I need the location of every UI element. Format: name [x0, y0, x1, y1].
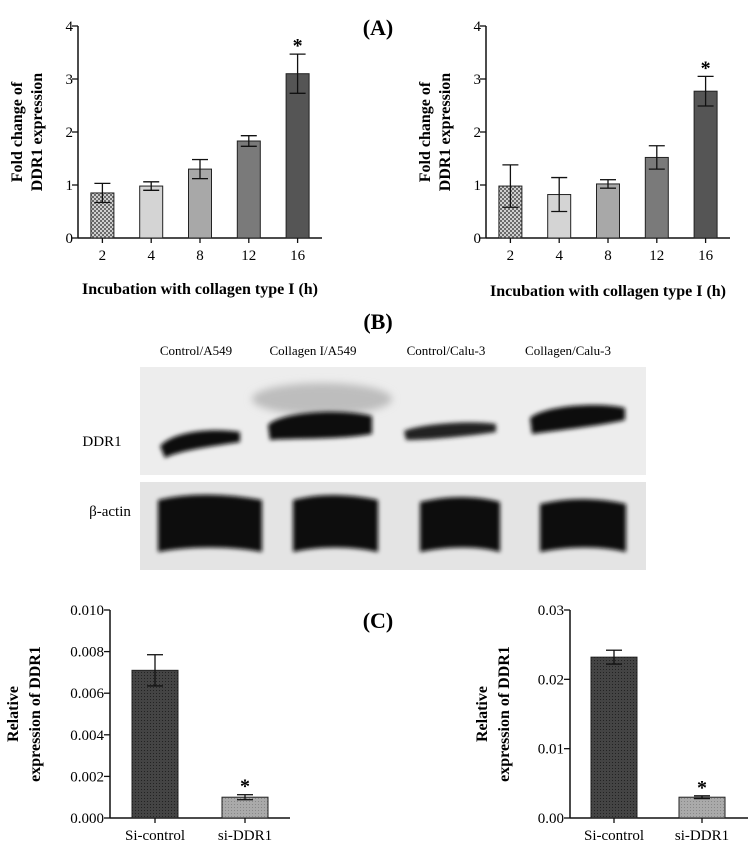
bar: [131, 669, 179, 819]
y-tick-label: 4: [66, 19, 74, 35]
y-tick-label: 0.004: [70, 728, 104, 744]
y-tick-label: 1: [66, 178, 74, 194]
x-tick-label: si-DDR1: [218, 828, 272, 844]
bar: [693, 90, 718, 239]
y-axis-label: Relative: [5, 686, 22, 742]
y-tick-label: 1: [474, 178, 482, 194]
x-tick-label: 2: [507, 248, 515, 264]
x-tick-label: 4: [555, 248, 563, 264]
actin-band-control-a549: [158, 494, 262, 552]
y-axis-label: expression of DDR1: [496, 646, 513, 782]
y-tick-label: 2: [474, 125, 482, 141]
lane-label-collagen-a549: Collagen I/A549: [269, 343, 356, 358]
y-tick-label: 3: [66, 72, 74, 88]
bar: [590, 656, 638, 819]
significance-star: *: [293, 35, 303, 57]
significance-star: *: [697, 777, 707, 799]
ddr1-band-collagen-calu3: [530, 405, 625, 434]
x-tick-label: Si-control: [125, 828, 185, 844]
significance-star: *: [701, 57, 711, 79]
y-tick-label: 3: [474, 72, 482, 88]
y-tick-label: 0.008: [70, 645, 104, 661]
y-axis-label: expression of DDR1: [27, 646, 44, 782]
row-label-ddr1: DDR1: [82, 434, 121, 450]
y-tick-label: 0.000: [70, 811, 104, 827]
y-tick-label: 0: [66, 231, 74, 247]
row-label-beta-actin: β-actin: [89, 504, 131, 520]
x-tick-label: 16: [290, 248, 306, 264]
panel-label-a: (A): [363, 15, 394, 40]
y-tick-label: 0: [474, 231, 482, 247]
x-tick-label: Si-control: [584, 828, 644, 844]
x-axis-label: Incubation with collagen type I (h): [490, 283, 726, 300]
x-tick-label: 12: [649, 248, 664, 264]
x-tick-label: 8: [604, 248, 612, 264]
bar: [236, 140, 261, 239]
actin-band-collagen-calu3: [540, 499, 626, 552]
x-axis-label: Incubation with collagen type I (h): [82, 281, 318, 298]
x-tick-label: 16: [698, 248, 714, 264]
lane-label-collagen-calu3: Collagen/Calu-3: [525, 343, 611, 358]
bar: [188, 168, 212, 239]
y-tick-label: 0.010: [70, 603, 104, 619]
y-tick-label: 0.02: [538, 672, 564, 688]
y-axis-label: DDR1 expression: [29, 73, 46, 191]
x-tick-label: 2: [99, 248, 107, 264]
chart-c-right: 0.00 0.01 0.02 0.03 Si-control * si-DDR1 Relati…: [474, 603, 748, 844]
x-tick-label: 4: [147, 248, 155, 264]
y-axis-label: DDR1 expression: [437, 73, 454, 191]
bar: [139, 185, 164, 239]
lane-label-control-a549: Control/A549: [160, 343, 232, 358]
y-tick-label: 2: [66, 125, 74, 141]
y-tick-label: 4: [474, 19, 482, 35]
bar: [285, 73, 310, 239]
ddr1-smear-collagen-a549: [252, 383, 392, 415]
x-tick-label: si-DDR1: [675, 828, 729, 844]
y-tick-label: 0.002: [70, 769, 104, 785]
bar: [678, 796, 726, 819]
western-blot: Control/A549 Collagen I/A549 Control/Cal…: [82, 343, 646, 570]
y-axis-label: Fold change of: [9, 81, 26, 182]
ddr1-band-control-a549: [160, 430, 240, 458]
y-axis-label: Fold change of: [417, 81, 434, 182]
bar: [596, 183, 620, 239]
y-tick-label: 0.006: [70, 686, 104, 702]
x-tick-label: 8: [196, 248, 204, 264]
y-tick-label: 0.03: [538, 603, 564, 619]
panel-label-b: (B): [363, 309, 392, 334]
significance-star: *: [240, 776, 250, 798]
y-axis-label: Relative: [474, 686, 491, 742]
panel-label-c: (C): [363, 608, 394, 633]
ddr1-band-control-calu3: [404, 422, 496, 440]
ddr1-band-collagen-a549: [268, 411, 372, 440]
actin-band-control-calu3: [420, 497, 500, 552]
y-tick-label: 0.01: [538, 742, 564, 758]
y-tick-label: 0.00: [538, 811, 564, 827]
chart-c-left: 0.000 0.002 0.004 0.006 0.008 0.010 Si-control…: [5, 603, 290, 844]
x-tick-label: 12: [241, 248, 256, 264]
lane-label-control-calu3: Control/Calu-3: [407, 343, 486, 358]
actin-band-collagen-a549: [293, 495, 378, 552]
